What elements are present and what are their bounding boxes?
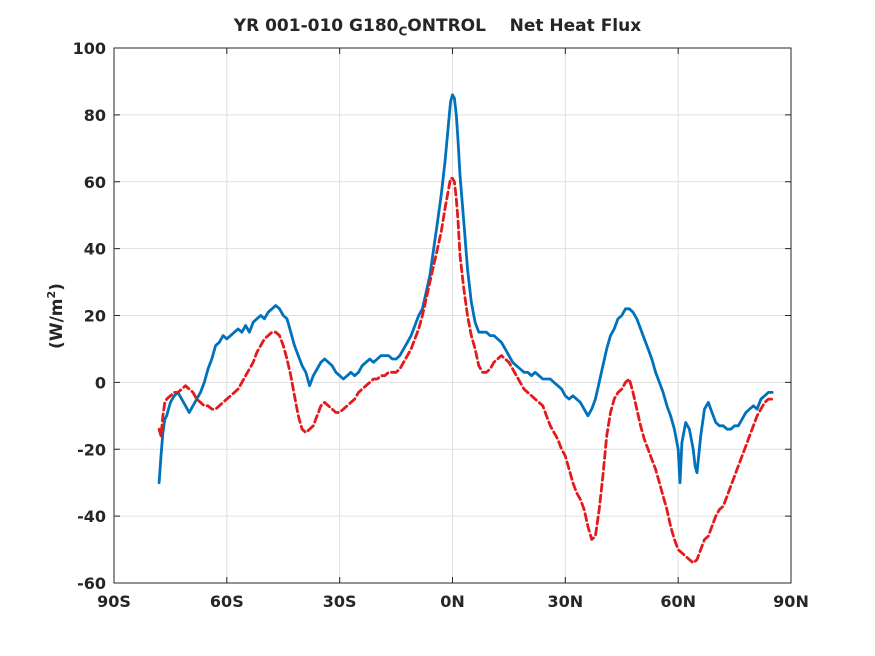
y-tick-label: 80: [84, 106, 106, 125]
y-tick-label: 40: [84, 240, 106, 259]
series-line-1: [157, 93, 774, 485]
y-tick-labels: -60 -40 -20 0 20 40 60 80 100: [73, 39, 106, 593]
x-tick-label: 0N: [440, 592, 465, 611]
x-tick-label: 60S: [210, 592, 244, 611]
axis-ticks: [113, 47, 792, 584]
x-tick-label: 30S: [323, 592, 357, 611]
y-tick-label: -40: [77, 507, 106, 526]
y-tick-label: -20: [77, 440, 106, 459]
y-tick-label: -60: [77, 574, 106, 593]
series-layer: [157, 93, 774, 565]
chart-title-prefix: YR 001-010 G180: [233, 16, 399, 36]
y-axis-label-superscript: 2: [45, 290, 59, 299]
chart-title-subscript: C: [398, 24, 408, 39]
y-tick-label: 60: [84, 173, 106, 192]
y-axis-label: (W/m2): [45, 283, 67, 349]
x-tick-label: 90S: [97, 592, 131, 611]
y-tick-label: 100: [73, 39, 106, 58]
x-tick-labels: 90S 60S 30S 0N 30N 60N 90N: [97, 592, 809, 611]
x-tick-label: 90N: [773, 592, 809, 611]
y-axis-label-close: ): [46, 283, 67, 291]
chart-title: YR 001-010 G180CONTROL Net Heat Flux: [0, 16, 875, 38]
chart-title-suffix: ONTROL Net Heat Flux: [407, 16, 642, 36]
y-tick-label: 20: [84, 307, 106, 326]
x-tick-label: 30N: [548, 592, 584, 611]
y-tick-label: 0: [95, 373, 106, 392]
series-line-2: [157, 177, 774, 565]
x-tick-label: 60N: [660, 592, 696, 611]
y-axis-label-main: (W/m: [46, 298, 67, 349]
